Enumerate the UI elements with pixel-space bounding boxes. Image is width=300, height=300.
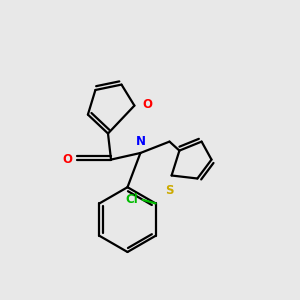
Text: O: O: [62, 153, 72, 166]
Text: O: O: [142, 98, 152, 111]
Text: Cl: Cl: [125, 193, 138, 206]
Text: N: N: [135, 135, 146, 148]
Text: S: S: [165, 184, 173, 197]
